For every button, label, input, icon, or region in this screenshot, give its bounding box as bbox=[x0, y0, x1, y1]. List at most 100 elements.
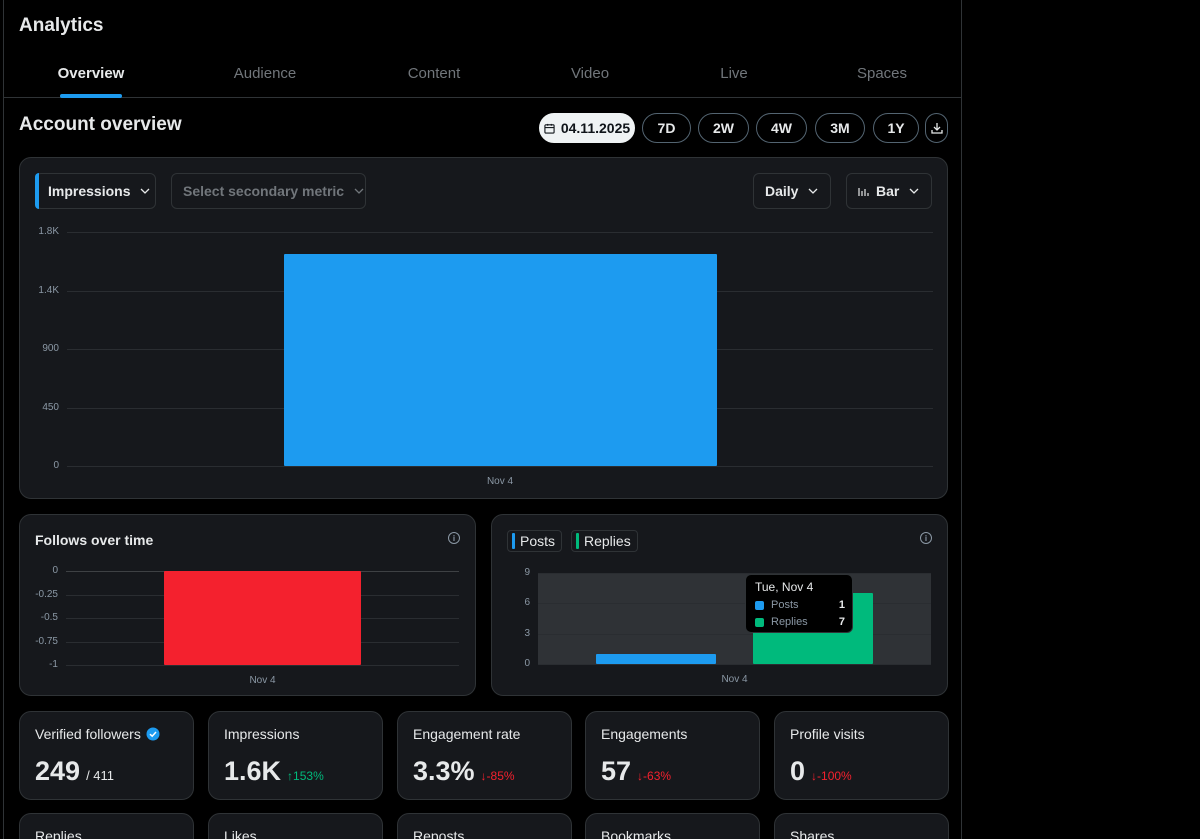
posts-swatch bbox=[755, 600, 764, 610]
chevron-down-icon bbox=[354, 188, 364, 194]
replies-swatch bbox=[576, 533, 579, 549]
x-tick-label: Nov 4 bbox=[721, 674, 748, 685]
tab-video[interactable]: Video bbox=[570, 65, 610, 82]
tab-live[interactable]: Live bbox=[720, 65, 748, 82]
main-chart-card: Impressions Select secondary metric Dail… bbox=[19, 157, 948, 499]
stat-value: 3.3% bbox=[413, 756, 475, 786]
stat-value-row: 57 ↓-63% bbox=[601, 756, 671, 787]
bar-value[interactable] bbox=[164, 571, 361, 665]
stat-engagement-rate[interactable]: Engagement rate 3.3% ↓-85% bbox=[397, 711, 572, 800]
chart-type-label: Bar bbox=[876, 183, 900, 199]
x-tick-label: Nov 4 bbox=[486, 476, 514, 487]
grid-line bbox=[66, 665, 459, 666]
y-tick-label: -0.75 bbox=[35, 635, 58, 647]
stat-label: Verified followers bbox=[35, 726, 160, 742]
download-button[interactable] bbox=[925, 113, 948, 143]
grid-line bbox=[538, 664, 931, 665]
y-tick-label: 0 bbox=[52, 565, 58, 576]
bar-posts[interactable] bbox=[596, 653, 716, 664]
range-7d-button[interactable]: 7D bbox=[642, 113, 691, 143]
primary-metric-dropdown[interactable]: Impressions bbox=[35, 173, 156, 209]
range-4w-button[interactable]: 4W bbox=[756, 113, 807, 143]
bar-impressions[interactable] bbox=[283, 254, 717, 466]
grid-line bbox=[67, 232, 933, 233]
stat-value-row: 1.6K ↑153% bbox=[224, 756, 324, 787]
section-title: Account overview bbox=[19, 114, 182, 135]
date-picker-button[interactable]: 04.11.2025 bbox=[539, 113, 635, 143]
stat-label: Profile visits bbox=[790, 726, 865, 742]
stat-label: Shares bbox=[790, 828, 835, 839]
calendar-icon bbox=[544, 123, 555, 134]
y-tick-label: 0 bbox=[524, 658, 530, 669]
tab-content[interactable]: Content bbox=[407, 65, 461, 82]
stat-label: Impressions bbox=[224, 726, 300, 742]
stat-label: Bookmarks bbox=[601, 828, 672, 839]
stat-engagements[interactable]: Engagements 57 ↓-63% bbox=[585, 711, 760, 800]
stat-replies[interactable]: Replies bbox=[19, 813, 194, 839]
y-tick-label: 6 bbox=[524, 597, 530, 609]
active-tab-indicator bbox=[60, 94, 122, 98]
follows-card-title: Follows over time bbox=[35, 532, 154, 548]
y-tick-label: 1.4K bbox=[38, 284, 59, 296]
info-icon[interactable]: i bbox=[920, 532, 932, 544]
stat-value: 57 bbox=[601, 756, 632, 786]
secondary-metric-dropdown[interactable]: Select secondary metric bbox=[171, 173, 366, 209]
follows-card: Follows over time i 0 -0.25 -0.5 -0.75 -1 Nov… bbox=[19, 514, 476, 696]
primary-metric-label: Impressions bbox=[48, 183, 131, 199]
range-1y-button[interactable]: 1Y bbox=[873, 113, 919, 143]
stat-reposts[interactable]: Reposts bbox=[397, 813, 572, 839]
stat-verified-followers[interactable]: Verified followers 249 / 411 bbox=[19, 711, 194, 800]
tooltip-posts-label: Posts bbox=[771, 599, 799, 611]
stat-value: 0 bbox=[790, 756, 806, 786]
y-tick-label: 3 bbox=[524, 627, 530, 639]
info-icon[interactable]: i bbox=[448, 532, 460, 544]
stat-value: 1.6K bbox=[224, 756, 282, 786]
legend-posts-label: Posts bbox=[520, 533, 556, 549]
grid-line bbox=[67, 466, 933, 467]
stat-impressions[interactable]: Impressions 1.6K ↑153% bbox=[208, 711, 383, 800]
stat-value-row: 249 / 411 bbox=[35, 756, 114, 787]
tab-overview[interactable]: Overview bbox=[57, 65, 125, 82]
tooltip-row-replies: Replies 7 bbox=[755, 616, 845, 628]
y-tick-label: 0 bbox=[53, 460, 59, 471]
replies-swatch bbox=[755, 617, 764, 627]
chart-type-dropdown[interactable]: Bar bbox=[846, 173, 932, 209]
chevron-down-icon bbox=[909, 188, 919, 194]
stat-change: ↑153% bbox=[287, 769, 324, 783]
tab-bar: Overview Audience Content Video Live Spa… bbox=[4, 50, 961, 98]
download-icon bbox=[930, 123, 943, 134]
stat-change: ↓-63% bbox=[637, 769, 672, 783]
legend-replies[interactable]: Replies bbox=[571, 530, 638, 552]
stat-value-row: 0 ↓-100% bbox=[790, 756, 852, 787]
stat-likes[interactable]: Likes bbox=[208, 813, 383, 839]
posts-swatch bbox=[512, 533, 515, 549]
grid-line bbox=[538, 633, 931, 635]
analytics-panel: Analytics Overview Audience Content Vide… bbox=[3, 0, 962, 839]
stat-label: Replies bbox=[35, 828, 82, 839]
stat-total: / 411 bbox=[86, 768, 115, 783]
stat-label: Likes bbox=[224, 828, 257, 839]
stat-label: Reposts bbox=[413, 828, 465, 839]
chevron-down-icon bbox=[809, 188, 818, 194]
y-tick-label: -1 bbox=[49, 659, 58, 670]
tab-spaces[interactable]: Spaces bbox=[856, 65, 908, 82]
stat-bookmarks[interactable]: Bookmarks bbox=[585, 813, 760, 839]
interval-dropdown[interactable]: Daily bbox=[753, 173, 831, 209]
tooltip-replies-value: 7 bbox=[838, 616, 845, 628]
tooltip-row-posts: Posts 1 bbox=[755, 599, 845, 611]
y-tick-label: 9 bbox=[524, 567, 530, 578]
posts-replies-card: Posts Replies i 0 3 6 9 Nov 4 Tue, Nov 4 Pos… bbox=[491, 514, 948, 696]
interval-label: Daily bbox=[765, 183, 799, 199]
stat-shares[interactable]: Shares bbox=[774, 813, 949, 839]
grid-line bbox=[538, 603, 931, 605]
range-2w-button[interactable]: 2W bbox=[698, 113, 749, 143]
legend-posts[interactable]: Posts bbox=[507, 530, 563, 552]
stat-profile-visits[interactable]: Profile visits 0 ↓-100% bbox=[774, 711, 949, 800]
tab-audience[interactable]: Audience bbox=[233, 65, 297, 82]
y-tick-label: -0.5 bbox=[40, 612, 58, 623]
date-label: 04.11.2025 bbox=[560, 120, 631, 136]
range-3m-button[interactable]: 3M bbox=[815, 113, 865, 143]
secondary-metric-placeholder: Select secondary metric bbox=[183, 183, 345, 199]
x-tick-label: Nov 4 bbox=[249, 675, 276, 686]
tooltip-title: Tue, Nov 4 bbox=[755, 580, 814, 594]
